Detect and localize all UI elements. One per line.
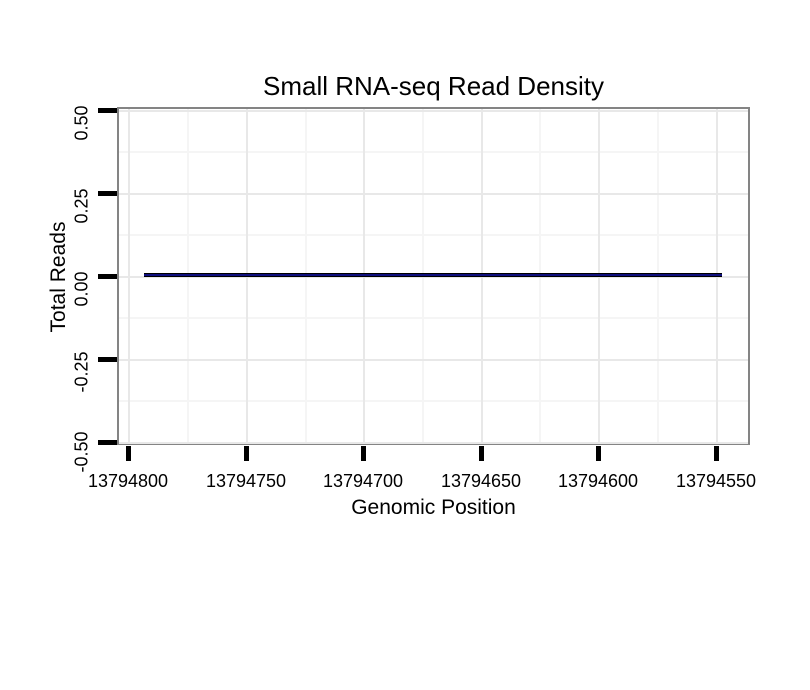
gridline-major-h <box>119 442 748 444</box>
gridline-minor-h <box>119 317 748 319</box>
gridline-major-h <box>119 193 748 195</box>
y-tick-mark <box>98 191 117 196</box>
x-tick-label: 13794600 <box>557 471 639 491</box>
x-tick-mark <box>714 446 719 461</box>
gridline-major-v <box>128 109 130 443</box>
y-tick-label: -0.25 <box>71 351 92 393</box>
y-tick-mark <box>98 357 117 362</box>
gridline-major-h <box>119 276 748 278</box>
series-line-antisense <box>144 274 722 276</box>
gridline-minor-h <box>119 234 748 236</box>
gridline-major-h <box>119 110 748 112</box>
y-tick-mark <box>98 440 117 445</box>
y-axis-title: Total Reads <box>47 221 70 333</box>
y-tick-label: -0.50 <box>71 431 92 473</box>
gridline-minor-h <box>119 400 748 402</box>
x-tick-mark <box>244 446 249 461</box>
legend: Hairpin partition Sense Antisense <box>0 575 810 625</box>
y-tick-label: 0.50 <box>71 105 92 141</box>
y-tick-label: 0.25 <box>71 188 92 224</box>
x-axis-title: Genomic Position <box>351 496 516 519</box>
x-tick-label: 13794750 <box>205 471 287 491</box>
plot-panel <box>117 107 750 445</box>
x-tick-label: 13794650 <box>440 471 522 491</box>
gridline-major-h <box>119 359 748 361</box>
x-tick-mark <box>479 446 484 461</box>
y-tick-mark <box>98 274 117 279</box>
x-tick-mark <box>126 446 131 461</box>
x-tick-label: 13794800 <box>87 471 169 491</box>
x-tick-mark <box>596 446 601 461</box>
x-tick-label: 13794550 <box>675 471 757 491</box>
y-tick-mark <box>98 108 117 113</box>
x-tick-label: 13794700 <box>322 471 404 491</box>
x-tick-mark <box>361 446 366 461</box>
y-tick-label: 0.00 <box>71 271 92 307</box>
gridline-minor-h <box>119 151 748 153</box>
chart-title: Small RNA-seq Read Density <box>262 71 604 101</box>
